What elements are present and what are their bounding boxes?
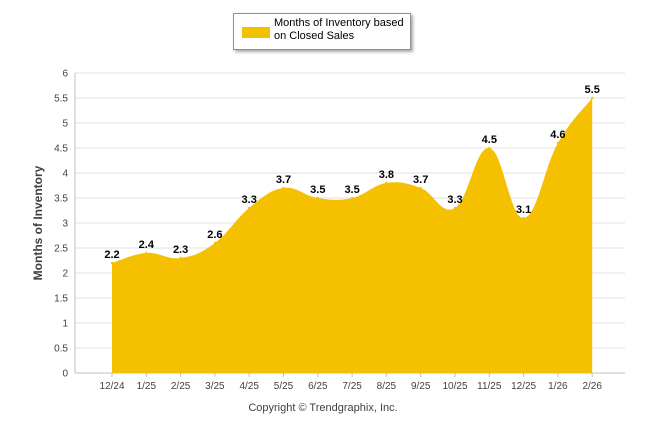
y-tick-label: 3 — [62, 219, 68, 230]
x-tick-label: 5/25 — [274, 381, 294, 392]
data-point — [591, 96, 594, 100]
data-label: 4.6 — [550, 129, 565, 141]
data-point — [453, 206, 457, 210]
y-tick-label: 1 — [62, 319, 68, 330]
data-label: 3.8 — [379, 169, 394, 181]
data-point — [522, 216, 525, 220]
data-label: 3.5 — [344, 184, 359, 196]
data-point — [316, 196, 319, 200]
data-point — [556, 141, 560, 145]
y-tick-label: 0.5 — [54, 344, 68, 355]
y-tick-label: 4 — [62, 169, 68, 180]
data-label: 2.4 — [139, 239, 155, 251]
x-tick-label: 6/25 — [308, 381, 328, 392]
y-tick-label: 6 — [62, 69, 68, 80]
x-tick-label: 11/25 — [477, 381, 502, 392]
data-point — [179, 256, 182, 260]
x-tick-label: 1/26 — [548, 381, 568, 392]
y-tick-label: 4.5 — [54, 144, 68, 155]
data-point — [488, 146, 491, 150]
data-label: 5.5 — [585, 84, 600, 96]
x-tick-label: 7/25 — [342, 381, 362, 392]
y-tick-label: 2.5 — [54, 244, 68, 255]
copyright-text: Copyright © Trendgraphix, Inc. — [248, 402, 398, 414]
x-tick-label: 10/25 — [442, 381, 467, 392]
x-tick-label: 2/25 — [171, 381, 191, 392]
y-tick-label: 5 — [62, 119, 68, 130]
legend-swatch — [242, 27, 270, 38]
data-label: 3.3 — [447, 194, 462, 206]
legend: Months of Inventory based on Closed Sale… — [233, 13, 411, 50]
data-point — [213, 241, 217, 245]
x-tick-label: 4/25 — [239, 381, 259, 392]
data-label: 3.3 — [242, 194, 257, 206]
x-tick-label: 8/25 — [377, 381, 397, 392]
data-label: 4.5 — [482, 134, 497, 146]
data-label: 3.5 — [310, 184, 325, 196]
y-tick-label: 1.5 — [54, 294, 68, 305]
data-point — [419, 186, 422, 190]
series-area — [112, 98, 593, 373]
data-point — [385, 181, 388, 185]
y-tick-label: 5.5 — [54, 94, 68, 105]
x-tick-label: 2/26 — [582, 381, 602, 392]
data-point — [350, 196, 354, 200]
x-tick-label: 3/25 — [205, 381, 225, 392]
y-tick-label: 0 — [62, 369, 68, 380]
data-point — [282, 186, 285, 190]
y-axis-title: Months of Inventory — [31, 165, 45, 280]
data-label: 3.1 — [516, 204, 531, 216]
data-label: 2.2 — [104, 249, 119, 261]
y-tick-label: 3.5 — [54, 194, 68, 205]
data-label: 3.7 — [276, 174, 291, 186]
data-point — [145, 251, 148, 255]
x-tick-label: 9/25 — [411, 381, 431, 392]
y-tick-label: 2 — [62, 269, 68, 280]
data-label: 2.6 — [207, 229, 222, 241]
legend-label: Months of Inventory based on Closed Sale… — [274, 17, 404, 42]
x-tick-label: 12/25 — [511, 381, 536, 392]
data-label: 3.7 — [413, 174, 428, 186]
x-tick-label: 1/25 — [137, 381, 157, 392]
data-label: 2.3 — [173, 244, 188, 256]
x-tick-label: 12/24 — [99, 381, 124, 392]
data-point — [110, 261, 114, 265]
data-point — [248, 206, 251, 210]
